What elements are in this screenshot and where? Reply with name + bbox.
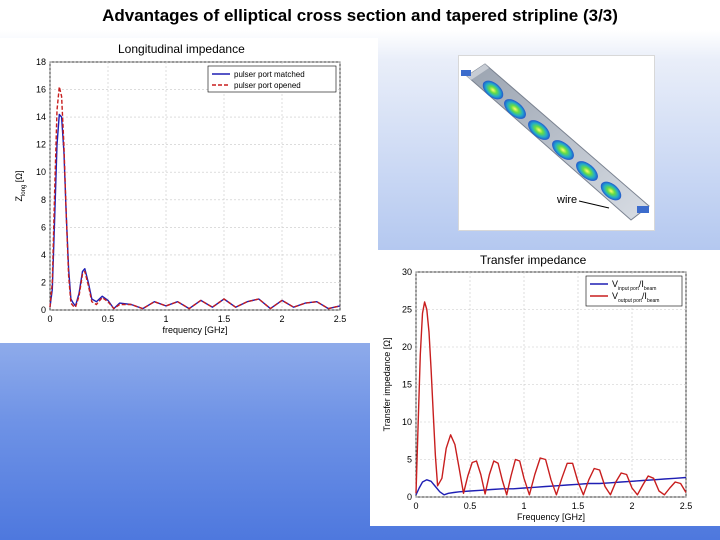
x-tick-label: 2 bbox=[629, 501, 634, 511]
transfer-impedance-chart: 0 0.5 1 1.5 2 2.5 0 5 10 15 20 25 30 Frequency [GHz] T… bbox=[382, 267, 693, 522]
series-line-1 bbox=[49, 86, 341, 310]
y-tick-label: 25 bbox=[402, 305, 412, 315]
y-tick-label: 4 bbox=[41, 250, 46, 260]
series-line-0 bbox=[415, 476, 687, 496]
y-tick-label: 30 bbox=[402, 267, 412, 277]
y-axis-label: Transfer impedance [Ω] bbox=[382, 338, 392, 432]
y-tick-label: 10 bbox=[402, 417, 412, 427]
x-tick-label: 0 bbox=[413, 501, 418, 511]
wire-label: wire bbox=[556, 194, 577, 206]
stripline-top-face bbox=[467, 64, 489, 80]
y-tick-label: 2 bbox=[41, 277, 46, 287]
legend-box bbox=[207, 65, 337, 93]
y-tick-label: 0 bbox=[41, 305, 46, 315]
y-tick-label: 0 bbox=[407, 492, 412, 502]
slide-title: Advantages of elliptical cross section a… bbox=[102, 6, 618, 25]
x-tick-label: 2.5 bbox=[680, 501, 693, 511]
x-tick-label: 0.5 bbox=[464, 501, 477, 511]
x-tick-label: 0.5 bbox=[102, 314, 115, 324]
wire-pointer-line bbox=[578, 200, 610, 209]
field-blob bbox=[482, 80, 504, 100]
stripline-model-image: wire bbox=[458, 55, 655, 231]
x-axis-label: Frequency [GHz] bbox=[517, 512, 585, 522]
legend-entry-0: Vinput port/Ibeam bbox=[612, 279, 656, 292]
stripline-3d-drawing: wire bbox=[461, 63, 650, 221]
field-blob bbox=[576, 161, 598, 181]
y-tick-label: 8 bbox=[41, 195, 46, 205]
y-tick-label: 10 bbox=[36, 167, 46, 177]
x-axis-label: frequency [GHz] bbox=[162, 325, 227, 335]
y-tick-label: 18 bbox=[36, 57, 46, 67]
field-blob bbox=[504, 99, 526, 119]
legend-entry-1: pulser port opened bbox=[234, 81, 301, 90]
field-blob bbox=[552, 140, 574, 160]
plot-area bbox=[49, 61, 341, 311]
series-line-1 bbox=[415, 301, 687, 496]
y-tick-label: 12 bbox=[36, 140, 46, 150]
field-blob bbox=[600, 181, 622, 201]
legend-entry-0: pulser port matched bbox=[234, 70, 305, 79]
longitudinal-impedance-panel: Longitudinal impedance 0 0.5 1 1.5 2 2.5 0 2 4 6 8… bbox=[0, 38, 378, 343]
transfer-impedance-panel: Transfer impedance 0 0.5 1 1.5 2 2.5 0 5 10 15 20 2… bbox=[370, 250, 720, 526]
x-tick-label: 2.5 bbox=[334, 314, 347, 324]
y-tick-label: 6 bbox=[41, 222, 46, 232]
port-connector-left bbox=[461, 70, 471, 76]
y-tick-label: 15 bbox=[402, 380, 412, 390]
x-tick-label: 1.5 bbox=[218, 314, 231, 324]
y-tick-label: 20 bbox=[402, 342, 412, 352]
port-connector-right bbox=[637, 206, 649, 213]
field-blob bbox=[528, 120, 550, 140]
legend-entry-1: Voutput port/Ibeam bbox=[612, 291, 659, 304]
longitudinal-impedance-chart: 0 0.5 1 1.5 2 2.5 0 2 4 6 8 10 12 14 16 18 frequency [GH… bbox=[14, 57, 347, 335]
y-tick-label: 5 bbox=[407, 455, 412, 465]
longitudinal-chart-title: Longitudinal impedance bbox=[118, 42, 245, 56]
x-tick-label: 2 bbox=[279, 314, 284, 324]
legend-box bbox=[585, 275, 683, 307]
x-tick-label: 1 bbox=[521, 501, 526, 511]
x-tick-label: 0 bbox=[47, 314, 52, 324]
y-tick-label: 16 bbox=[36, 85, 46, 95]
x-tick-label: 1.5 bbox=[572, 501, 585, 511]
y-axis-label: Zlong [Ω] bbox=[14, 170, 27, 201]
x-tick-label: 1 bbox=[163, 314, 168, 324]
y-tick-label: 14 bbox=[36, 112, 46, 122]
transfer-chart-title: Transfer impedance bbox=[480, 253, 587, 267]
